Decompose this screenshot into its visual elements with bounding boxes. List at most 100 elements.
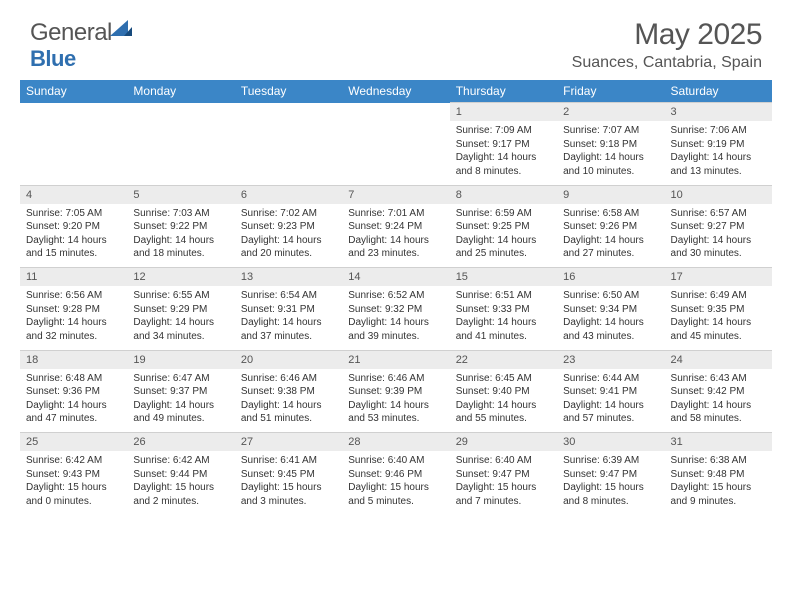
daylight-line: Daylight: 14 hours and 39 minutes.: [348, 316, 443, 343]
sunset-line: Sunset: 9:28 PM: [26, 303, 121, 317]
sunrise-line: Sunrise: 6:39 AM: [563, 454, 658, 468]
daynum-cell: 26: [127, 433, 234, 452]
daynum-cell: 3: [665, 103, 772, 122]
daylight-line: Daylight: 14 hours and 32 minutes.: [26, 316, 121, 343]
detail-cell: Sunrise: 6:54 AMSunset: 9:31 PMDaylight:…: [235, 286, 342, 350]
daynum-cell: 20: [235, 350, 342, 369]
daylight-line: Daylight: 14 hours and 53 minutes.: [348, 399, 443, 426]
sunrise-line: Sunrise: 6:40 AM: [348, 454, 443, 468]
daynum-cell: 30: [557, 433, 664, 452]
detail-cell: [127, 121, 234, 185]
daylight-line: Daylight: 14 hours and 57 minutes.: [563, 399, 658, 426]
detail-cell: Sunrise: 6:40 AMSunset: 9:47 PMDaylight:…: [450, 451, 557, 515]
day-header-friday: Friday: [557, 80, 664, 103]
calendar-table: SundayMondayTuesdayWednesdayThursdayFrid…: [20, 80, 772, 515]
daynum-cell: [235, 103, 342, 122]
sunset-line: Sunset: 9:33 PM: [456, 303, 551, 317]
detail-cell: Sunrise: 6:58 AMSunset: 9:26 PMDaylight:…: [557, 204, 664, 268]
daynum-cell: 18: [20, 350, 127, 369]
day-header-sunday: Sunday: [20, 80, 127, 103]
daynum-cell: 19: [127, 350, 234, 369]
sunset-line: Sunset: 9:47 PM: [563, 468, 658, 482]
daylight-line: Daylight: 14 hours and 27 minutes.: [563, 234, 658, 261]
detail-cell: Sunrise: 6:38 AMSunset: 9:48 PMDaylight:…: [665, 451, 772, 515]
header: General May 2025 Suances, Cantabria, Spa…: [0, 0, 792, 80]
sunrise-line: Sunrise: 6:38 AM: [671, 454, 766, 468]
daynum-cell: 28: [342, 433, 449, 452]
sunset-line: Sunset: 9:23 PM: [241, 220, 336, 234]
sunset-line: Sunset: 9:45 PM: [241, 468, 336, 482]
detail-cell: Sunrise: 6:59 AMSunset: 9:25 PMDaylight:…: [450, 204, 557, 268]
detail-cell: Sunrise: 7:02 AMSunset: 9:23 PMDaylight:…: [235, 204, 342, 268]
sunset-line: Sunset: 9:48 PM: [671, 468, 766, 482]
sunrise-line: Sunrise: 6:45 AM: [456, 372, 551, 386]
sunset-line: Sunset: 9:36 PM: [26, 385, 121, 399]
detail-cell: Sunrise: 6:40 AMSunset: 9:46 PMDaylight:…: [342, 451, 449, 515]
detail-cell: Sunrise: 6:52 AMSunset: 9:32 PMDaylight:…: [342, 286, 449, 350]
sunset-line: Sunset: 9:47 PM: [456, 468, 551, 482]
sunrise-line: Sunrise: 6:43 AM: [671, 372, 766, 386]
sunrise-line: Sunrise: 7:03 AM: [133, 207, 228, 221]
sunset-line: Sunset: 9:18 PM: [563, 138, 658, 152]
sunrise-line: Sunrise: 7:09 AM: [456, 124, 551, 138]
day-header-thursday: Thursday: [450, 80, 557, 103]
sunset-line: Sunset: 9:35 PM: [671, 303, 766, 317]
day-header-tuesday: Tuesday: [235, 80, 342, 103]
sunset-line: Sunset: 9:19 PM: [671, 138, 766, 152]
sunrise-line: Sunrise: 7:06 AM: [671, 124, 766, 138]
daynum-cell: 21: [342, 350, 449, 369]
detail-cell: Sunrise: 6:42 AMSunset: 9:43 PMDaylight:…: [20, 451, 127, 515]
logo-text-general: General: [30, 19, 112, 47]
sunrise-line: Sunrise: 6:48 AM: [26, 372, 121, 386]
logo: General: [30, 18, 134, 47]
daynum-cell: 4: [20, 185, 127, 204]
daynum-cell: [20, 103, 127, 122]
sunrise-line: Sunrise: 6:49 AM: [671, 289, 766, 303]
sunset-line: Sunset: 9:22 PM: [133, 220, 228, 234]
month-title: May 2025: [572, 18, 762, 52]
detail-cell: Sunrise: 6:47 AMSunset: 9:37 PMDaylight:…: [127, 369, 234, 433]
daynum-cell: 9: [557, 185, 664, 204]
sunrise-line: Sunrise: 6:40 AM: [456, 454, 551, 468]
daynum-cell: 11: [20, 268, 127, 287]
sunrise-line: Sunrise: 6:44 AM: [563, 372, 658, 386]
sunset-line: Sunset: 9:25 PM: [456, 220, 551, 234]
daynum-cell: 27: [235, 433, 342, 452]
week-3-daynum-row: 18192021222324: [20, 350, 772, 369]
week-1-detail-row: Sunrise: 7:05 AMSunset: 9:20 PMDaylight:…: [20, 204, 772, 268]
daylight-line: Daylight: 14 hours and 41 minutes.: [456, 316, 551, 343]
daylight-line: Daylight: 14 hours and 18 minutes.: [133, 234, 228, 261]
detail-cell: [342, 121, 449, 185]
sunset-line: Sunset: 9:27 PM: [671, 220, 766, 234]
logo-blue-wrap: Blue: [30, 46, 76, 72]
daynum-cell: 14: [342, 268, 449, 287]
daylight-line: Daylight: 15 hours and 5 minutes.: [348, 481, 443, 508]
daynum-cell: 25: [20, 433, 127, 452]
daynum-cell: 15: [450, 268, 557, 287]
daynum-cell: 12: [127, 268, 234, 287]
daynum-cell: 24: [665, 350, 772, 369]
title-block: May 2025 Suances, Cantabria, Spain: [572, 18, 762, 72]
daylight-line: Daylight: 15 hours and 3 minutes.: [241, 481, 336, 508]
day-header-wednesday: Wednesday: [342, 80, 449, 103]
daynum-cell: 6: [235, 185, 342, 204]
sunset-line: Sunset: 9:20 PM: [26, 220, 121, 234]
sunrise-line: Sunrise: 6:54 AM: [241, 289, 336, 303]
daynum-cell: 10: [665, 185, 772, 204]
sunset-line: Sunset: 9:34 PM: [563, 303, 658, 317]
sunset-line: Sunset: 9:32 PM: [348, 303, 443, 317]
sunset-line: Sunset: 9:42 PM: [671, 385, 766, 399]
detail-cell: Sunrise: 6:43 AMSunset: 9:42 PMDaylight:…: [665, 369, 772, 433]
daylight-line: Daylight: 14 hours and 45 minutes.: [671, 316, 766, 343]
week-2-detail-row: Sunrise: 6:56 AMSunset: 9:28 PMDaylight:…: [20, 286, 772, 350]
logo-triangle-icon: [110, 18, 132, 41]
sunset-line: Sunset: 9:38 PM: [241, 385, 336, 399]
day-header-saturday: Saturday: [665, 80, 772, 103]
daylight-line: Daylight: 14 hours and 37 minutes.: [241, 316, 336, 343]
week-4-detail-row: Sunrise: 6:42 AMSunset: 9:43 PMDaylight:…: [20, 451, 772, 515]
daylight-line: Daylight: 14 hours and 49 minutes.: [133, 399, 228, 426]
sunrise-line: Sunrise: 6:41 AM: [241, 454, 336, 468]
sunrise-line: Sunrise: 6:50 AM: [563, 289, 658, 303]
sunset-line: Sunset: 9:46 PM: [348, 468, 443, 482]
sunset-line: Sunset: 9:31 PM: [241, 303, 336, 317]
